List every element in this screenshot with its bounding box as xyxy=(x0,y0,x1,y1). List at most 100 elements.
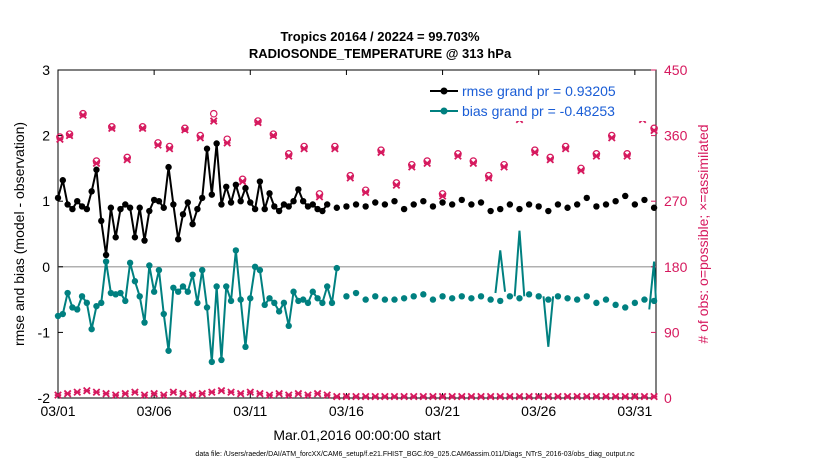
obs-assimilated-marker xyxy=(534,392,543,401)
obs-assimilated-marker xyxy=(611,392,620,401)
obs-assimilated-marker xyxy=(496,392,505,401)
obs-assimilated-marker xyxy=(392,181,401,190)
y-tick-label-right: 180 xyxy=(664,259,688,275)
rmse-point xyxy=(622,192,629,200)
bias-point xyxy=(223,283,230,290)
obs-assimilated-marker xyxy=(563,392,572,401)
bias-point xyxy=(251,263,259,270)
bias-point xyxy=(160,310,167,318)
bias-point xyxy=(213,283,220,290)
rmse-point xyxy=(189,220,196,228)
obs-assimilated-marker xyxy=(56,135,64,144)
obs-assimilated-marker xyxy=(323,391,332,399)
rmse-point xyxy=(554,201,562,208)
rmse-point xyxy=(199,194,206,202)
rmse-point xyxy=(650,204,658,211)
obs-assimilated-marker xyxy=(181,125,189,134)
bias-point xyxy=(420,291,427,298)
rmse-point xyxy=(299,198,307,205)
bias-spike-line xyxy=(542,296,555,347)
bias-point xyxy=(573,296,581,303)
rmse-series xyxy=(54,140,658,259)
obs-assimilated-marker xyxy=(207,388,216,397)
obs-assimilated-marker xyxy=(409,392,418,401)
rmse-point xyxy=(271,203,278,210)
rmse-point xyxy=(285,203,292,210)
bias-point xyxy=(165,347,172,354)
obs-assimilated-marker xyxy=(500,163,508,171)
rmse-point xyxy=(203,145,211,152)
y-tick-label-right: 0 xyxy=(664,390,672,406)
rmse-point xyxy=(155,198,163,205)
bias-point xyxy=(429,296,437,303)
rmse-point xyxy=(420,198,427,205)
x-tick-label: 03/16 xyxy=(329,403,364,419)
rmse-point xyxy=(304,203,312,210)
y-tick-label-right: 270 xyxy=(664,193,688,209)
bias-point xyxy=(333,264,341,272)
obs-assimilated-marker xyxy=(265,391,274,399)
bias-spike-line xyxy=(648,261,657,310)
rmse-point xyxy=(545,207,552,215)
rmse-point xyxy=(74,198,81,205)
bias-point xyxy=(170,284,177,291)
obs-assimilated-marker xyxy=(284,152,293,160)
obs-assimilated-marker xyxy=(477,392,485,401)
y-ticks-left: 3 2 1 0 -1 -2 xyxy=(38,62,63,406)
obs-assimilated-marker xyxy=(429,392,437,401)
bias-point xyxy=(208,358,216,366)
obs-assimilated-marker xyxy=(407,163,416,171)
rmse-point xyxy=(232,181,240,188)
bias-point xyxy=(78,293,86,300)
bias-point xyxy=(583,293,590,300)
rmse-point xyxy=(256,178,264,185)
obs-possible-marker xyxy=(65,130,74,138)
obs-possible-marker xyxy=(138,123,147,131)
obs-assimilated-marker xyxy=(154,141,162,149)
y-axis-label-right: # of obs: o=possible; ×=assimilated xyxy=(695,124,711,343)
bias-point xyxy=(203,304,211,311)
rmse-point xyxy=(275,207,283,215)
obs-assimilated-marker xyxy=(544,392,553,401)
bias-point xyxy=(343,293,350,300)
obs-assimilated-marker xyxy=(352,392,360,401)
obs-assimilated-marker xyxy=(300,144,308,153)
obs-assimilated-marker xyxy=(83,386,91,395)
bias-point xyxy=(184,288,191,295)
rmse-point xyxy=(477,199,485,206)
rmse-point xyxy=(213,140,220,147)
obs-assimilated-marker xyxy=(423,159,432,168)
obs-assimilated-marker xyxy=(284,391,293,399)
obs-assimilated-marker xyxy=(342,392,351,401)
obs-assimilated-marker xyxy=(315,192,324,201)
y-tick-label-left: 1 xyxy=(42,193,50,209)
obs-assimilated-marker xyxy=(131,388,139,397)
obs-assimilated-marker xyxy=(63,389,72,398)
obs-assimilated-marker xyxy=(631,392,639,401)
rmse-point xyxy=(136,204,143,211)
obs-assimilated-marker xyxy=(196,133,205,142)
rmse-point xyxy=(309,201,316,208)
bias-point xyxy=(280,299,288,307)
rmse-point xyxy=(439,199,446,206)
obs-assimilated-marker xyxy=(650,126,658,135)
obs-assimilated-marker xyxy=(256,389,264,398)
bias-point xyxy=(448,295,456,302)
rmse-point xyxy=(88,188,95,195)
rmse-point xyxy=(174,236,182,243)
bias-point xyxy=(59,310,67,318)
bias-point xyxy=(247,295,254,302)
rmse-point xyxy=(323,201,331,208)
bias-point xyxy=(319,299,326,307)
obs-assimilated-marker xyxy=(150,389,158,398)
rmse-point xyxy=(146,207,153,215)
x-tick-label: 03/31 xyxy=(617,403,652,419)
rmse-point xyxy=(218,201,225,208)
obs-assimilated-marker xyxy=(165,144,174,153)
bias-point xyxy=(271,299,278,307)
bias-point xyxy=(304,299,312,307)
bias-point xyxy=(650,297,658,305)
rmse-point xyxy=(227,199,235,206)
rmse-point xyxy=(429,203,437,210)
obs-assimilated-marker xyxy=(361,392,370,401)
